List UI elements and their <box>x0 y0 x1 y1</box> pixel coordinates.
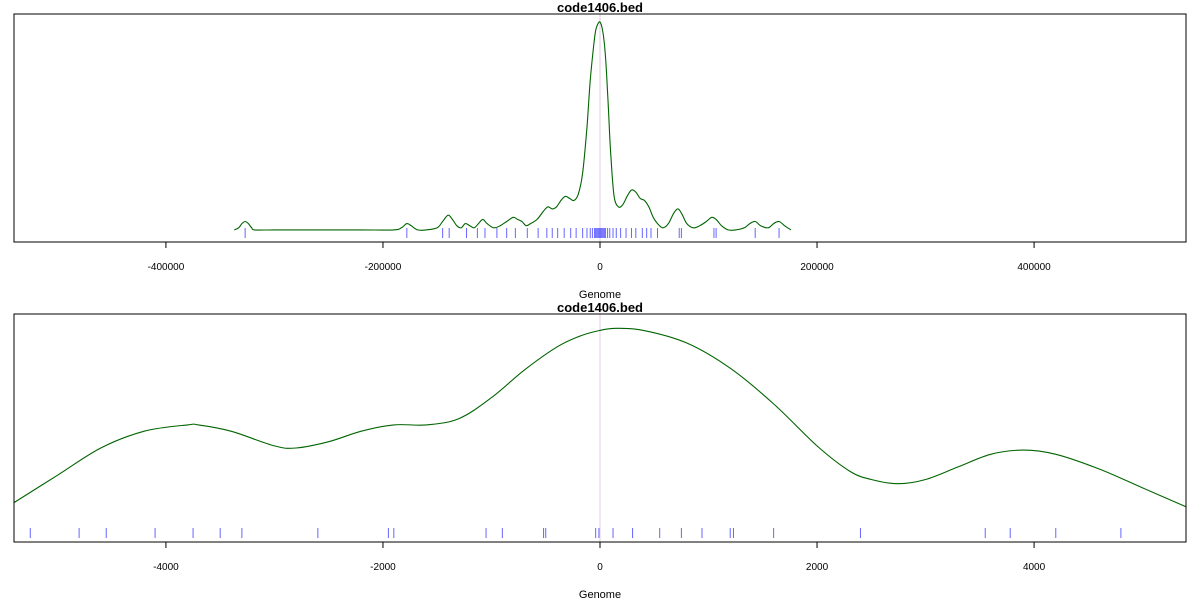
top-density-panel: code1406.bed -400000 -200000 0 200000 400000 G… <box>13 0 1187 301</box>
x-axis-label: Genome <box>579 589 621 600</box>
x-axis-label: Genome <box>579 289 621 301</box>
x-tick-label: 0 <box>597 562 603 573</box>
density-curve <box>13 327 1187 508</box>
density-curve <box>234 21 792 231</box>
x-tick-label: -200000 <box>365 262 402 273</box>
x-tick-label: 200000 <box>800 262 834 273</box>
x-tick-label: 2000 <box>806 562 829 573</box>
chart-title: code1406.bed <box>557 0 643 15</box>
x-tick-label: 0 <box>597 262 603 273</box>
bottom-density-panel: code1406.bed -4000 -2000 0 2000 4000 Genome <box>13 300 1187 600</box>
rug-marks <box>244 228 780 238</box>
x-tick-label: 4000 <box>1023 562 1046 573</box>
rug-marks <box>29 528 1122 538</box>
x-tick-label: -2000 <box>370 562 396 573</box>
x-tick-label: -4000 <box>153 562 179 573</box>
chart-title: code1406.bed <box>557 300 643 315</box>
x-tick-label: 400000 <box>1017 262 1051 273</box>
x-tick-label: -400000 <box>148 262 185 273</box>
